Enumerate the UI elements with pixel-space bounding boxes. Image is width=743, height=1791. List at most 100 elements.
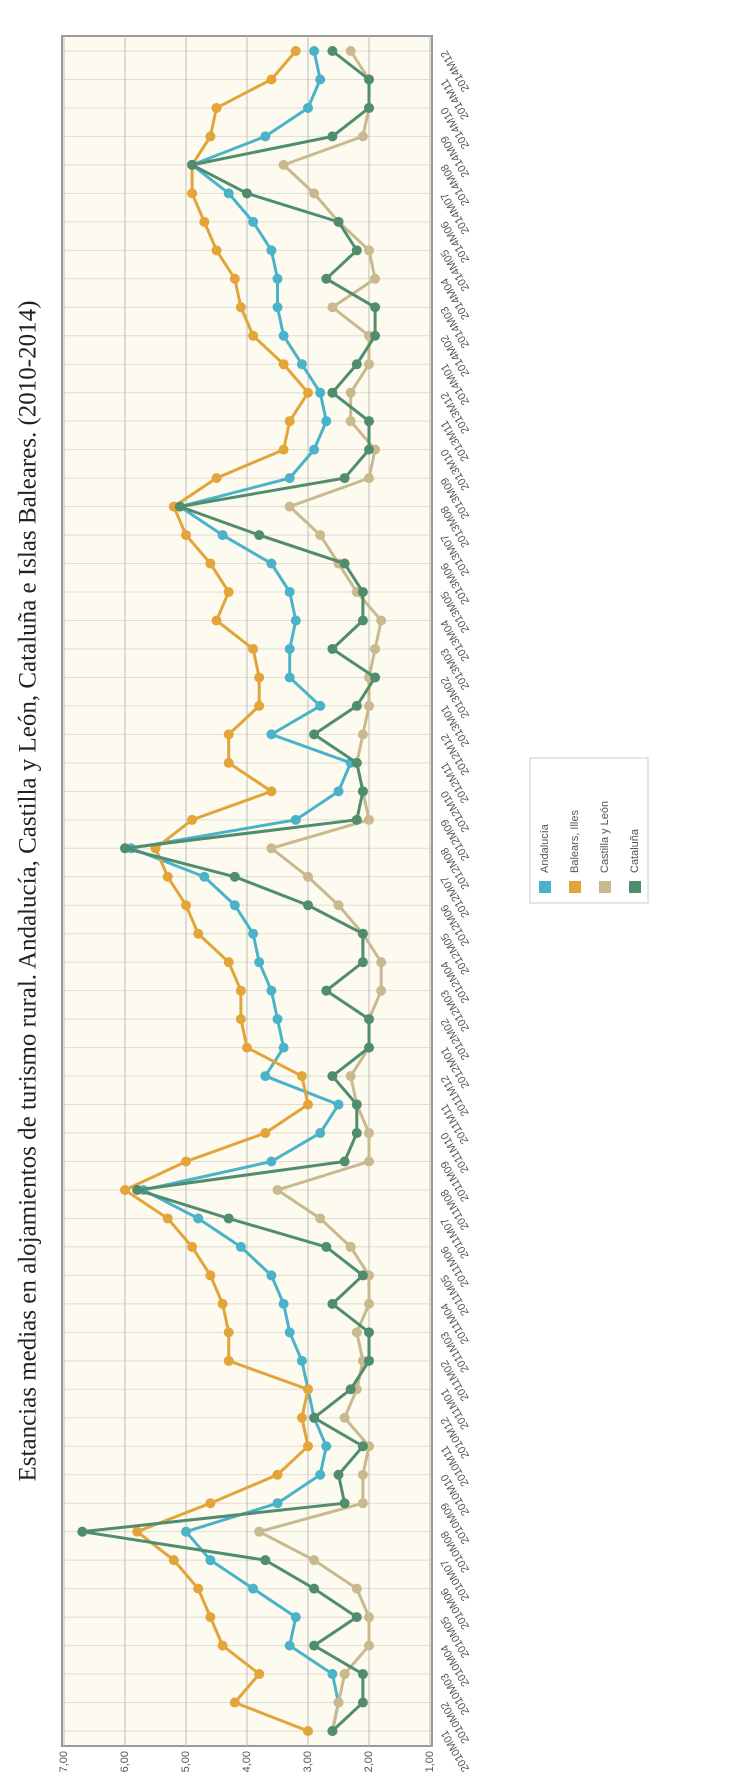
data-point: [303, 387, 313, 398]
data-point: [364, 1042, 374, 1053]
data-point: [278, 359, 289, 370]
data-point: [321, 1241, 332, 1252]
data-point: [321, 1441, 332, 1452]
data-point: [290, 1612, 301, 1623]
data-point: [315, 74, 326, 85]
data-point: [248, 330, 259, 341]
data-point: [272, 1014, 283, 1025]
data-point: [339, 1412, 350, 1423]
data-point: [370, 302, 381, 313]
data-point: [193, 1583, 204, 1594]
data-point: [309, 1412, 320, 1423]
data-point: [223, 957, 234, 968]
data-point: [333, 900, 344, 911]
data-point: [235, 1241, 246, 1252]
legend-box: [529, 757, 649, 904]
data-point: [351, 1612, 362, 1623]
data-point: [278, 159, 289, 170]
data-point: [327, 131, 338, 142]
data-point: [327, 1669, 338, 1680]
data-point: [77, 1526, 88, 1537]
data-point: [364, 444, 374, 455]
data-point: [266, 985, 277, 996]
data-point: [339, 1498, 350, 1509]
data-point: [254, 1526, 265, 1537]
data-point: [357, 615, 368, 626]
data-point: [370, 643, 381, 654]
data-point: [266, 729, 277, 740]
legend-label: Balears, Illes: [569, 810, 581, 873]
data-point: [345, 1384, 356, 1395]
data-point: [357, 786, 368, 797]
data-point: [223, 757, 234, 768]
data-point: [303, 102, 313, 113]
data-point: [229, 871, 240, 882]
data-point: [284, 416, 295, 427]
data-point: [345, 416, 356, 427]
data-point: [223, 1327, 234, 1338]
data-point: [364, 1014, 374, 1025]
data-point: [284, 587, 295, 598]
data-point: [364, 700, 374, 711]
data-point: [235, 1014, 246, 1025]
data-point: [211, 615, 222, 626]
data-point: [284, 501, 295, 512]
rotated-chart: Estancias medias en alojamientos de turi…: [15, 35, 649, 1774]
data-point: [254, 700, 265, 711]
data-point: [272, 1498, 283, 1509]
data-point: [242, 1042, 252, 1053]
data-point: [321, 416, 332, 427]
data-point: [327, 1726, 338, 1736]
data-point: [296, 359, 307, 370]
data-point: [357, 1270, 368, 1281]
data-point: [284, 643, 295, 654]
data-point: [345, 46, 356, 56]
data-point: [357, 957, 368, 968]
data-point: [364, 1640, 374, 1651]
legend-label: Castilla y León: [599, 801, 611, 873]
data-point: [205, 558, 216, 569]
data-point: [260, 1555, 271, 1566]
data-point: [309, 46, 320, 56]
data-point: [309, 1640, 320, 1651]
data-point: [351, 245, 362, 256]
data-point: [345, 1071, 356, 1082]
data-point: [290, 46, 301, 56]
data-point: [351, 1583, 362, 1594]
data-point: [345, 1241, 356, 1252]
data-point: [303, 1099, 313, 1110]
data-point: [254, 957, 265, 968]
data-point: [205, 1555, 216, 1566]
data-point: [187, 188, 198, 199]
data-point: [309, 1555, 320, 1566]
data-point: [364, 1612, 374, 1623]
data-point: [290, 615, 301, 626]
data-point: [284, 1327, 295, 1338]
data-point: [327, 643, 338, 654]
data-point: [266, 74, 277, 85]
series-line: [121, 50, 310, 1733]
data-point: [303, 1441, 313, 1452]
data-point: [303, 871, 313, 882]
data-point: [370, 672, 381, 683]
data-point: [120, 1184, 130, 1195]
data-point: [260, 1071, 271, 1082]
data-point: [187, 1241, 198, 1252]
data-point: [357, 587, 368, 598]
y-tick-label: 1,00: [424, 1751, 436, 1772]
y-tick-label: 7,00: [58, 1751, 70, 1772]
data-point: [364, 416, 374, 427]
data-point: [364, 74, 374, 85]
data-point: [357, 131, 368, 142]
data-point: [321, 273, 332, 284]
data-point: [357, 1697, 368, 1708]
data-point: [284, 473, 295, 484]
data-point: [333, 1469, 344, 1480]
data-point: [168, 1555, 179, 1566]
data-point: [235, 302, 246, 313]
data-point: [266, 786, 277, 797]
data-point: [351, 700, 362, 711]
data-point: [174, 501, 185, 512]
data-point: [357, 1498, 368, 1509]
data-point: [351, 757, 362, 768]
